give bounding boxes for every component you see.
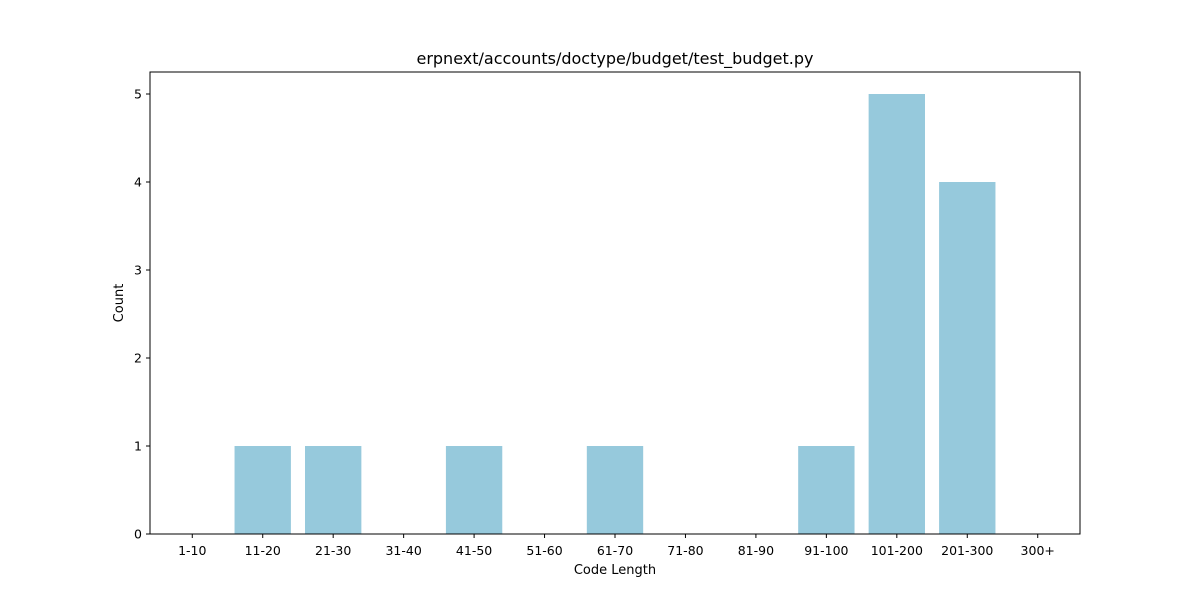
x-tick-label: 71-80 [667, 543, 703, 558]
bar-101-200 [868, 94, 925, 534]
x-tick-label: 21-30 [315, 543, 351, 558]
x-tick-label: 81-90 [738, 543, 774, 558]
y-tick-label: 1 [134, 439, 142, 454]
x-axis-ticks: 1-10 11-20 21-30 31-40 41-50 51-60 61-70 71-80 8… [178, 534, 1055, 558]
bar-21-30 [305, 446, 362, 534]
y-tick-label: 3 [134, 263, 142, 278]
bar-91-100 [798, 446, 855, 534]
x-tick-label: 51-60 [526, 543, 562, 558]
x-tick-label: 1-10 [178, 543, 206, 558]
bar-201-300 [939, 182, 996, 534]
x-tick-label: 300+ [1021, 543, 1055, 558]
x-axis-label: Code Length [574, 563, 656, 578]
x-tick-label: 91-100 [804, 543, 848, 558]
bar-11-20 [234, 446, 291, 534]
x-tick-label: 101-200 [871, 543, 923, 558]
x-tick-label: 41-50 [456, 543, 492, 558]
y-tick-label: 5 [134, 87, 142, 102]
x-tick-label: 11-20 [245, 543, 281, 558]
x-tick-label: 31-40 [385, 543, 421, 558]
bar-41-50 [445, 446, 503, 534]
bar-61-70 [586, 446, 644, 534]
y-tick-label: 0 [134, 527, 142, 542]
chart-title: erpnext/accounts/doctype/budget/test_bud… [416, 49, 813, 69]
x-tick-label: 61-70 [597, 543, 633, 558]
bars-layer [234, 94, 996, 534]
y-tick-label: 4 [134, 175, 142, 190]
y-tick-label: 2 [134, 351, 142, 366]
x-tick-label: 201-300 [941, 543, 993, 558]
y-axis-label: Count [112, 284, 127, 323]
y-axis-ticks: 0 1 2 3 4 5 [134, 87, 150, 542]
